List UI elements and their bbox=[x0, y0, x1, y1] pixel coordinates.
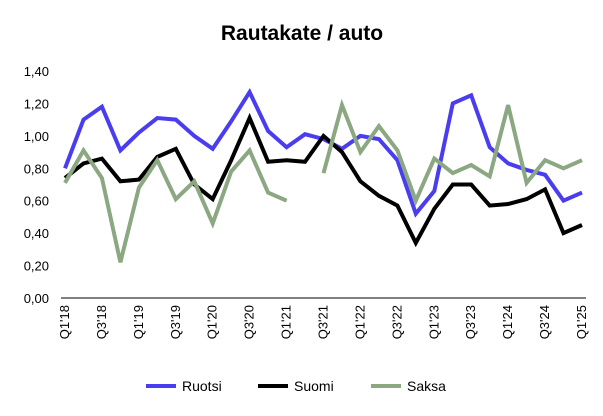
y-tick-label: 0,00 bbox=[24, 291, 49, 306]
x-tick-label: Q1'25 bbox=[574, 305, 589, 339]
x-tick-label: Q3'19 bbox=[168, 305, 183, 339]
y-tick-label: 1,00 bbox=[24, 129, 49, 144]
x-tick-label: Q1'24 bbox=[500, 305, 515, 339]
x-tick-label: Q3'23 bbox=[463, 305, 478, 339]
x-axis: Q1'18 Q3'18 Q1'19 Q3'19 Q1'20 Q3'20 Q1'21 Q3'21… bbox=[57, 305, 589, 339]
y-tick-label: 0,80 bbox=[24, 161, 49, 176]
y-tick-label: 0,40 bbox=[24, 226, 49, 241]
x-tick-label: Q1'20 bbox=[205, 305, 220, 339]
legend-label-suomi: Suomi bbox=[294, 378, 334, 394]
x-tick-label: Q1'21 bbox=[279, 305, 294, 339]
y-tick-label: 0,20 bbox=[24, 259, 49, 274]
y-tick-label: 1,40 bbox=[24, 64, 49, 79]
series-line-ruotsi bbox=[63, 87, 583, 218]
chart-title: Rautakate / auto bbox=[221, 22, 383, 45]
legend: Ruotsi Suomi Saksa bbox=[146, 378, 446, 394]
x-tick-label: Q1'22 bbox=[352, 305, 367, 339]
series-line-saksa bbox=[321, 98, 583, 207]
y-tick-label: 0,60 bbox=[24, 194, 49, 209]
legend-label-saksa: Saksa bbox=[407, 378, 446, 394]
x-tick-label: Q3'22 bbox=[389, 305, 404, 339]
x-tick-label: Q3'24 bbox=[537, 305, 552, 339]
y-axis: 0,00 0,20 0,40 0,60 0,80 1,00 1,20 1,40 bbox=[24, 64, 49, 306]
x-tick-label: Q3'18 bbox=[94, 305, 109, 339]
y-tick-label: 1,20 bbox=[24, 96, 49, 111]
series-lines bbox=[63, 87, 583, 263]
x-tick-label: Q1'18 bbox=[57, 305, 72, 339]
series-line-saksa bbox=[63, 146, 288, 263]
x-tick-label: Q1'19 bbox=[131, 305, 146, 339]
series-line-suomi bbox=[63, 112, 583, 248]
x-tick-label: Q3'21 bbox=[316, 305, 331, 339]
legend-label-ruotsi: Ruotsi bbox=[182, 378, 222, 394]
x-tick-label: Q1'23 bbox=[426, 305, 441, 339]
x-tick-label: Q3'20 bbox=[242, 305, 257, 339]
